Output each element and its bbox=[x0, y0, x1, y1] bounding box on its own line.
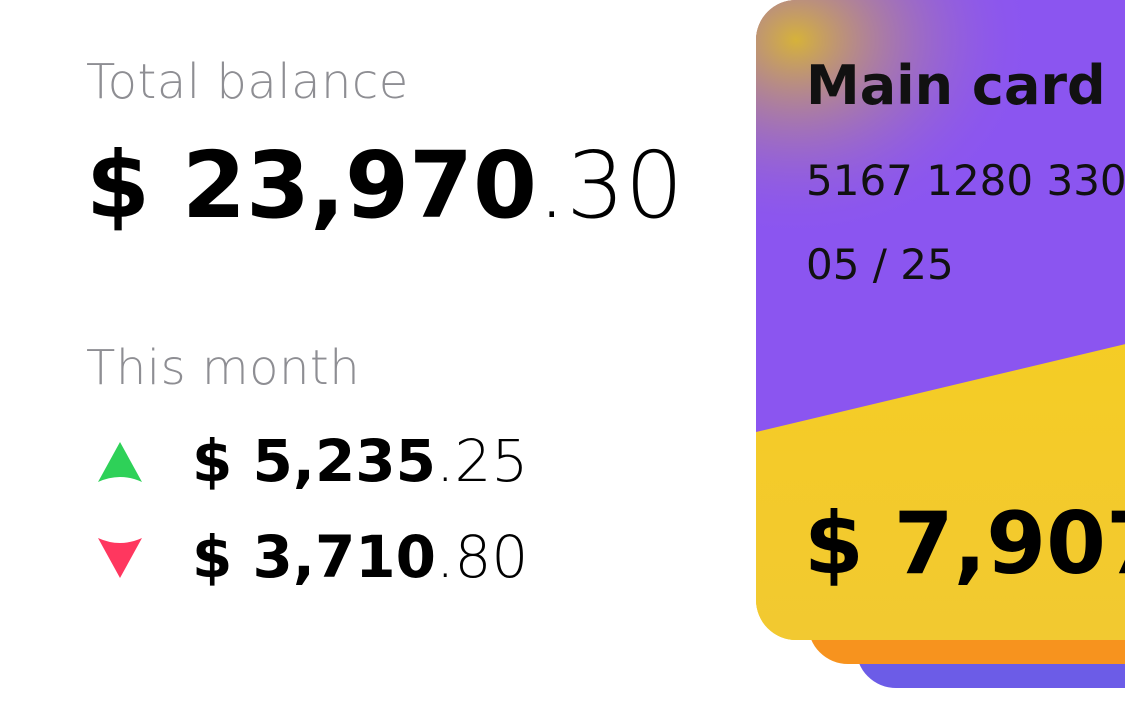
card-background bbox=[756, 0, 1125, 640]
arrow-up-icon bbox=[98, 442, 142, 482]
total-balance-label: Total balance bbox=[86, 54, 409, 110]
total-balance-amount: $ 23,970.30 bbox=[86, 140, 683, 232]
card-expiry: 05 / 25 bbox=[806, 240, 954, 289]
card-balance: $ 7,907 bbox=[804, 494, 1125, 594]
expense-cents: .80 bbox=[436, 523, 529, 591]
expense-amount: $ 3,710.80 bbox=[192, 528, 528, 586]
total-balance-whole: $ 23,970 bbox=[86, 132, 538, 239]
arrow-down-icon bbox=[98, 538, 142, 578]
income-whole: $ 5,235 bbox=[192, 427, 437, 495]
card-number: 5167 1280 330 bbox=[806, 156, 1125, 205]
total-balance-cents: .30 bbox=[537, 132, 684, 239]
this-month-label: This month bbox=[86, 340, 361, 396]
income-cents: .25 bbox=[436, 427, 529, 495]
expense-whole: $ 3,710 bbox=[192, 523, 437, 591]
income-amount: $ 5,235.25 bbox=[192, 432, 528, 490]
card-title: Main card bbox=[806, 54, 1106, 117]
main-card[interactable]: Main card 5167 1280 330 05 / 25 $ 7,907 bbox=[756, 0, 1125, 640]
